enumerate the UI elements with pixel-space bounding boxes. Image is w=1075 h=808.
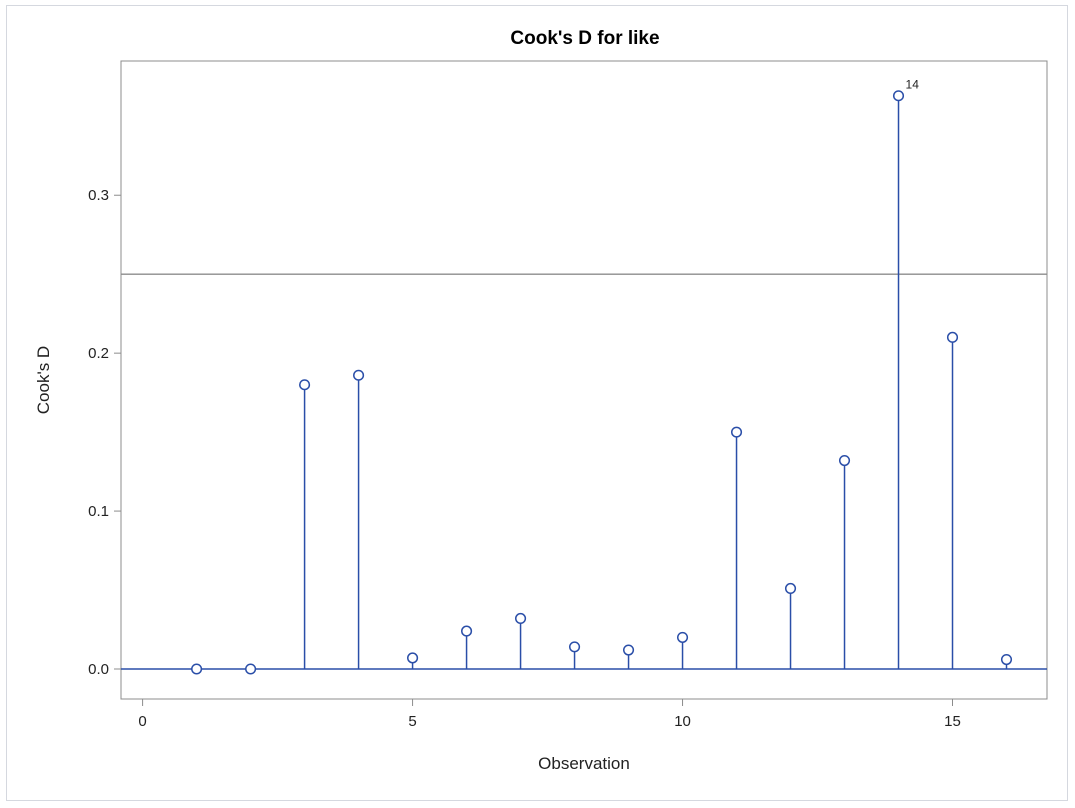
- point-obs-11: [730, 426, 743, 438]
- chart-title: Cook's D for like: [510, 28, 659, 49]
- point-obs-5: [407, 652, 419, 664]
- point-obs-6: [461, 625, 473, 637]
- y-tick-label-0.1: 0.1: [88, 503, 109, 520]
- point-obs-15: [946, 331, 959, 343]
- y-tick-label-0.3: 0.3: [88, 187, 109, 204]
- point-obs-16: [1000, 653, 1013, 666]
- x-axis-label: Observation: [538, 754, 630, 773]
- y-axis-label: Cook's D: [34, 346, 53, 414]
- point-obs-14: [892, 90, 905, 102]
- x-tick-label-15: 15: [944, 713, 961, 730]
- point-obs-12: [784, 582, 797, 595]
- point-obs-4: [353, 369, 365, 381]
- x-tick-label-0: 0: [138, 713, 146, 730]
- y-tick-label-0: 0.0: [88, 661, 109, 678]
- point-obs-13: [838, 454, 851, 467]
- x-tick-label-5: 5: [408, 713, 416, 730]
- point-obs-3: [299, 379, 311, 391]
- point-obs-2: [245, 663, 257, 675]
- plot-area: [120, 60, 1048, 700]
- y-tick-label-0.2: 0.2: [88, 345, 109, 362]
- point-obs-1: [191, 663, 203, 675]
- point-obs-9: [622, 644, 635, 656]
- point-obs-10: [676, 631, 689, 643]
- point-label-obs-14: 14: [906, 78, 920, 92]
- x-tick-label-10: 10: [674, 713, 691, 730]
- point-obs-7: [515, 612, 527, 625]
- point-obs-8: [569, 641, 581, 653]
